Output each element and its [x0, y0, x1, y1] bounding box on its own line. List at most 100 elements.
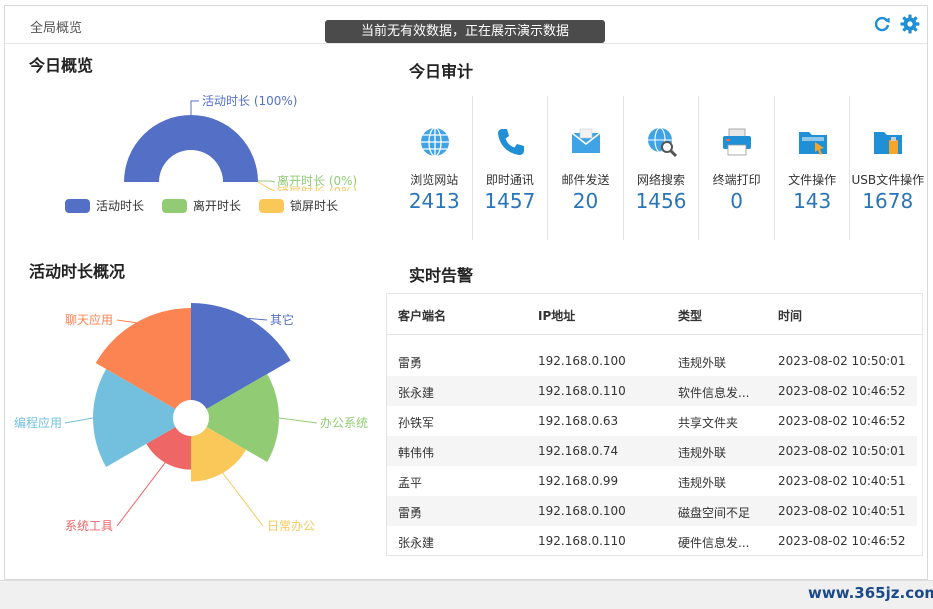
- rose-slice-4[interactable]: [93, 369, 176, 467]
- legend-item-locked[interactable]: 锁屏时长: [259, 197, 338, 214]
- audit-item-im[interactable]: 即时通讯 1457: [473, 96, 549, 240]
- phone-icon: [497, 129, 524, 155]
- refresh-icon[interactable]: [872, 14, 892, 34]
- printer-icon: [723, 128, 752, 156]
- col-type: 类型: [678, 309, 703, 323]
- table-row[interactable]: 韩伟伟 192.168.0.74 违规外联 2023-08-02 10:50:0…: [387, 436, 917, 466]
- audit-value: 0: [730, 189, 743, 213]
- cell-ip: 192.168.0.110: [538, 534, 626, 548]
- gear-icon[interactable]: [900, 14, 920, 34]
- status-bar: [0, 580, 933, 609]
- cell-ip: 192.168.0.99: [538, 474, 619, 488]
- audit-value: 2413: [408, 189, 460, 213]
- cell-client: 韩伟伟: [398, 446, 435, 460]
- today-audit-title: 今日审计: [409, 62, 474, 81]
- rose-label-1: 办公系统: [320, 415, 368, 430]
- cell-client: 孙铁军: [398, 416, 435, 430]
- watermark: www.365jz.com: [808, 584, 933, 602]
- realtime-alerts-title: 实时告警: [409, 266, 474, 285]
- activity-overview-title: 活动时长概况: [29, 262, 126, 281]
- audit-label: 网络搜索: [637, 173, 686, 187]
- audit-stats: 浏览网站 2413 即时通讯 1457 邮件发送 20: [397, 96, 925, 240]
- web-search-icon: [647, 127, 677, 158]
- audit-label: USB文件操作: [851, 173, 925, 187]
- slice-0[interactable]: [124, 115, 258, 182]
- audit-item-mail[interactable]: 邮件发送 20: [548, 96, 624, 240]
- cell-client: 雷勇: [398, 506, 423, 520]
- audit-label: 终端打印: [712, 173, 761, 187]
- rose-slice-1[interactable]: [206, 374, 279, 462]
- audit-value: 1678: [862, 189, 914, 213]
- audit-value: 20: [572, 189, 599, 213]
- audit-item-file[interactable]: 文件操作 143: [775, 96, 851, 240]
- col-client: 客户端名: [398, 309, 447, 323]
- rose-slice-3[interactable]: [146, 427, 191, 470]
- legend-item-active[interactable]: 活动时长: [65, 197, 144, 214]
- table-row[interactable]: 孟平 192.168.0.99 违规外联 2023-08-02 10:40:51: [387, 466, 917, 496]
- cell-client: 张永建: [398, 536, 435, 550]
- page-title: 全局概览: [30, 21, 83, 36]
- table-row[interactable]: 孙铁军 192.168.0.63 共享文件夹 2023-08-02 10:46:…: [387, 406, 917, 436]
- usb-folder-icon: [874, 132, 903, 154]
- cell-client: 张永建: [398, 386, 435, 400]
- label-line-2: [257, 181, 276, 191]
- cell-time: 2023-08-02 10:50:01: [778, 444, 906, 458]
- slice-label-2: 锁屏时长 (0%): [277, 184, 357, 191]
- rose-label-4: 编程应用: [14, 415, 62, 430]
- cell-type: 违规外联: [678, 476, 727, 490]
- col-ip: IP地址: [538, 309, 576, 323]
- label-line-1: [258, 180, 276, 183]
- globe-icon: [421, 127, 449, 157]
- mail-icon: [571, 128, 601, 153]
- cell-type: 违规外联: [678, 446, 727, 460]
- rose-label-line-5: [116, 319, 137, 324]
- rose-slice-2[interactable]: [191, 427, 246, 482]
- cell-ip: 192.168.0.100: [538, 504, 626, 518]
- audit-item-search[interactable]: 网络搜索 1456: [624, 96, 700, 240]
- today-overview-title: 今日概览: [29, 56, 94, 75]
- table-row[interactable]: 雷勇 192.168.0.100 违规外联 2023-08-02 10:50:0…: [387, 346, 917, 376]
- dashboard-frame: 全局概览 今日概览 活动时长 (100%) 离开时长 (0%)锁屏时长 (0%): [4, 5, 928, 580]
- cell-ip: 192.168.0.100: [538, 354, 626, 368]
- cell-client: 雷勇: [398, 356, 423, 370]
- cell-time: 2023-08-02 10:50:01: [778, 354, 906, 368]
- legend-item-away[interactable]: 离开时长: [162, 197, 241, 214]
- rose-label-line-3: [116, 462, 166, 527]
- demo-data-toast: 当前无有效数据，正在展示演示数据: [325, 20, 605, 43]
- table-row[interactable]: 雷勇 192.168.0.100 磁盘空间不足 2023-08-02 10:40…: [387, 496, 917, 526]
- cell-type: 违规外联: [678, 356, 727, 370]
- audit-label: 即时通讯: [485, 173, 534, 187]
- table-header: 客户端名 IP地址 类型 时间: [387, 294, 922, 335]
- top-bar: 全局概览: [5, 6, 927, 44]
- cell-time: 2023-08-02 10:40:51: [778, 504, 906, 518]
- audit-item-usb[interactable]: USB文件操作 1678: [850, 96, 925, 240]
- cell-type: 共享文件夹: [678, 416, 739, 430]
- rose-label-line-4: [64, 417, 94, 424]
- folder-icon: [798, 132, 827, 155]
- cell-time: 2023-08-02 10:46:52: [778, 534, 906, 548]
- rose-label-line-2: [222, 472, 264, 527]
- slice-label-1: 离开时长 (0%): [277, 173, 357, 188]
- table-row[interactable]: 张永建 192.168.0.110 软件信息发... 2023-08-02 10…: [387, 376, 917, 406]
- audit-item-browse[interactable]: 浏览网站 2413: [397, 96, 473, 240]
- rose-label-line-0: [248, 317, 268, 321]
- audit-label: 邮件发送: [561, 173, 610, 187]
- rose-slice-0[interactable]: [191, 303, 291, 409]
- rose-slice-5[interactable]: [95, 307, 191, 409]
- audit-item-print[interactable]: 终端打印 0: [699, 96, 775, 240]
- cell-type: 软件信息发...: [678, 386, 750, 400]
- alerts-table: 客户端名 IP地址 类型 时间 雷勇 192.168.0.100 违规外联 20…: [386, 293, 923, 556]
- cell-time: 2023-08-02 10:46:52: [778, 414, 906, 428]
- rose-label-line-1: [278, 417, 318, 424]
- audit-value: 143: [793, 189, 832, 213]
- cell-ip: 192.168.0.63: [538, 414, 619, 428]
- audit-value: 1457: [484, 189, 536, 213]
- overview-legend: 活动时长 离开时长 锁屏时长: [65, 197, 356, 214]
- rose-label-5: 聊天应用: [65, 312, 113, 327]
- cell-type: 硬件信息发...: [678, 536, 750, 550]
- cell-time: 2023-08-02 10:46:52: [778, 384, 906, 398]
- cell-type: 磁盘空间不足: [678, 506, 751, 520]
- table-row[interactable]: 张永建 192.168.0.110 硬件信息发... 2023-08-02 10…: [387, 526, 917, 556]
- rose-label-0: 其它: [270, 312, 294, 327]
